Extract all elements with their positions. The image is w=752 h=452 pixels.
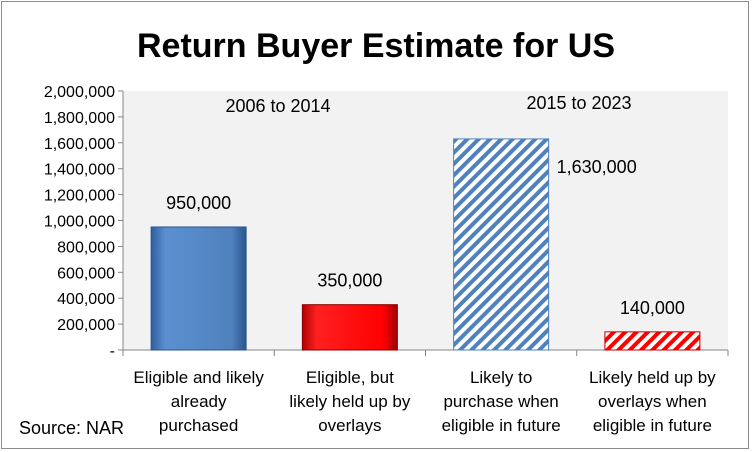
category-label-4: overlays when [598,392,707,411]
bar-3 [453,138,550,351]
y-tick-label: 600,000 [57,265,115,282]
y-tick-label: 1,000,000 [44,214,115,231]
category-label-3: Likely to [470,368,532,387]
y-axis: - 200,000 400,000 600,000 800,000 1,000,000 1,… [44,84,124,360]
category-labels: Eligible and likely already purchased Eligi… [133,368,716,435]
category-label-4: Likely held up by [589,368,716,387]
y-tick-label: 800,000 [57,239,115,256]
period-label-2: 2015 to 2023 [526,93,631,113]
data-label-3: 1,630,000 [557,157,637,177]
bar-2 [301,304,398,351]
y-tick-label: 1,400,000 [44,162,115,179]
category-label-2: Eligible, but [306,368,394,387]
category-label-4: eligible in future [593,416,712,435]
category-label-1: Eligible and likely [133,368,264,387]
bar-4 [604,331,701,351]
y-tick-label: 1,200,000 [44,188,115,205]
category-label-2: likely held up by [289,392,410,411]
data-labels: 950,000 350,000 1,630,000 140,000 [166,157,685,318]
source-note: Source: NAR [19,418,124,438]
y-tick-label: 200,000 [57,317,115,334]
x-axis [122,349,729,356]
y-tick-label: - [110,343,115,360]
data-label-2: 350,000 [317,271,382,291]
y-tick-label: 2,000,000 [44,84,115,101]
period-label-1: 2006 to 2014 [225,96,330,116]
chart-title: Return Buyer Estimate for US [137,27,615,65]
bars [150,138,701,351]
y-tick-label: 1,600,000 [44,136,115,153]
bar-1 [150,226,247,351]
y-tick-label: 400,000 [57,291,115,308]
category-label-1: purchased [159,416,238,435]
y-tick-label: 1,800,000 [44,110,115,127]
category-label-1: already [171,392,227,411]
category-label-2: overlays [318,416,381,435]
data-label-1: 950,000 [166,193,231,213]
category-label-3: purchase when [443,392,558,411]
data-label-4: 140,000 [620,298,685,318]
category-label-3: eligible in future [442,416,561,435]
